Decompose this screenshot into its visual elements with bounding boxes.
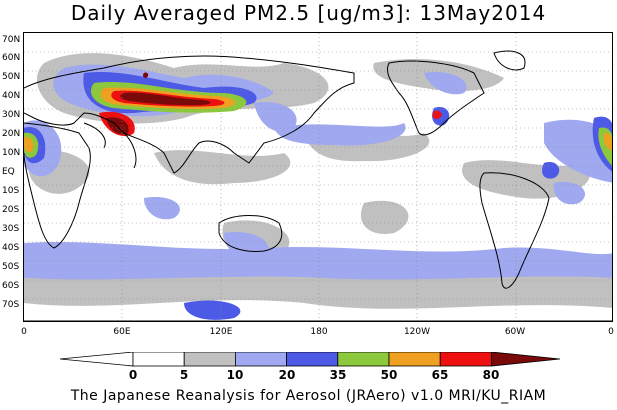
lat-label: 40N (2, 91, 21, 101)
lon-label: 60W (504, 327, 526, 337)
lat-label: 60N (2, 53, 21, 63)
lat-label: 10S (2, 186, 20, 196)
map-title: Daily Averaged PM2.5 [ug/m3]: 13May2014 (70, 1, 547, 25)
colorbar-swatch (132, 352, 185, 367)
colorbar-label: 35 (329, 368, 347, 382)
colorbar (60, 352, 560, 367)
map-canvas (24, 33, 612, 321)
lat-label: 70N (2, 35, 21, 45)
colorbar-swatch (183, 352, 236, 367)
colorbar-label: 80 (482, 368, 500, 382)
lat-label: EQ (2, 167, 15, 177)
lat-label: 40S (2, 243, 20, 253)
pm25-map (23, 32, 613, 322)
colorbar-swatch (234, 352, 287, 367)
footer-credit: The Japanese Reanalysis for Aerosol (JRA… (70, 388, 547, 404)
lon-label: 0 (21, 327, 27, 337)
lat-label: 60S (2, 281, 20, 291)
lat-label: 20S (2, 205, 20, 215)
colorbar-label: 65 (431, 368, 449, 382)
lat-label: 10N (2, 148, 21, 158)
lat-lon-grid (24, 33, 612, 321)
lat-label: 20N (2, 129, 21, 139)
lon-label: 180 (310, 327, 328, 337)
lat-label: 70S (2, 300, 20, 310)
colorbar-label: 0 (128, 368, 138, 382)
lat-label: 30S (2, 224, 20, 234)
lat-label: 30N (2, 110, 21, 120)
colorbar-swatch (286, 352, 339, 367)
colorbar-arrow-high (490, 352, 560, 367)
colorbar-swatch (337, 352, 390, 367)
lon-label: 120W (403, 327, 431, 337)
lat-label: 50S (2, 262, 20, 272)
coastlines (24, 50, 612, 321)
lat-label: 50N (2, 72, 21, 82)
colorbar-arrow-low (60, 352, 134, 367)
colorbar-label: 20 (278, 368, 296, 382)
colorbar-swatch (439, 352, 492, 367)
colorbar-label: 50 (380, 368, 398, 382)
colorbar-label: 10 (226, 368, 244, 382)
colorbar-swatch (388, 352, 441, 367)
lon-label: 60E (113, 327, 131, 337)
lon-label: 0 (608, 327, 614, 337)
colorbar-label: 5 (179, 368, 189, 382)
lon-label: 120E (209, 327, 233, 337)
